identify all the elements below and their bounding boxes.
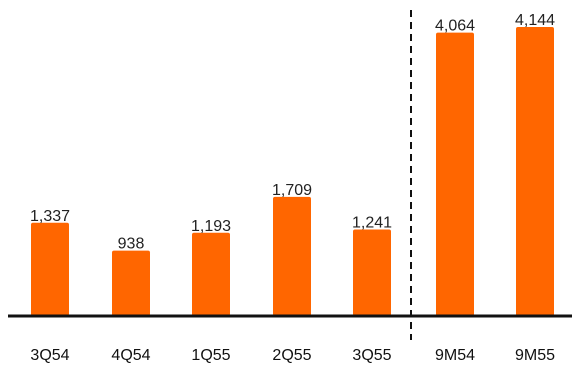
bar-9m55: [516, 27, 554, 316]
data-label-9m54: 4,064: [435, 18, 475, 35]
bar-1q55: [192, 232, 230, 316]
data-label-3q54: 1,337: [30, 208, 70, 225]
x-tick-label-3q54: 3Q54: [30, 347, 69, 364]
x-tick-label-2q55: 2Q55: [272, 347, 311, 364]
x-tick-label-9m54: 9M54: [435, 347, 475, 364]
bars-layer: [31, 27, 554, 316]
data-label-2q55: 1,709: [272, 182, 312, 199]
data-label-1q55: 1,193: [191, 218, 231, 235]
bar-4q54: [112, 250, 150, 316]
bar-9m54: [436, 32, 474, 316]
bar-3q55: [353, 229, 391, 316]
data-label-4q54: 938: [118, 236, 145, 253]
x-tick-label-9m55: 9M55: [515, 347, 555, 364]
data-label-3q55: 1,241: [352, 214, 392, 231]
data-label-9m55: 4,144: [515, 12, 555, 29]
x-tick-label-3q55: 3Q55: [352, 347, 391, 364]
x-tick-label-4q54: 4Q54: [111, 347, 150, 364]
bar-2q55: [273, 196, 311, 316]
x-tick-labels-layer: 3Q54 4Q54 1Q55 2Q55 3Q55 9M54 9M55: [30, 347, 555, 364]
x-tick-label-1q55: 1Q55: [191, 347, 230, 364]
bar-3q54: [31, 222, 69, 316]
data-labels-layer: 1,337 938 1,193 1,709 1,241 4,064 4,144: [30, 12, 555, 253]
